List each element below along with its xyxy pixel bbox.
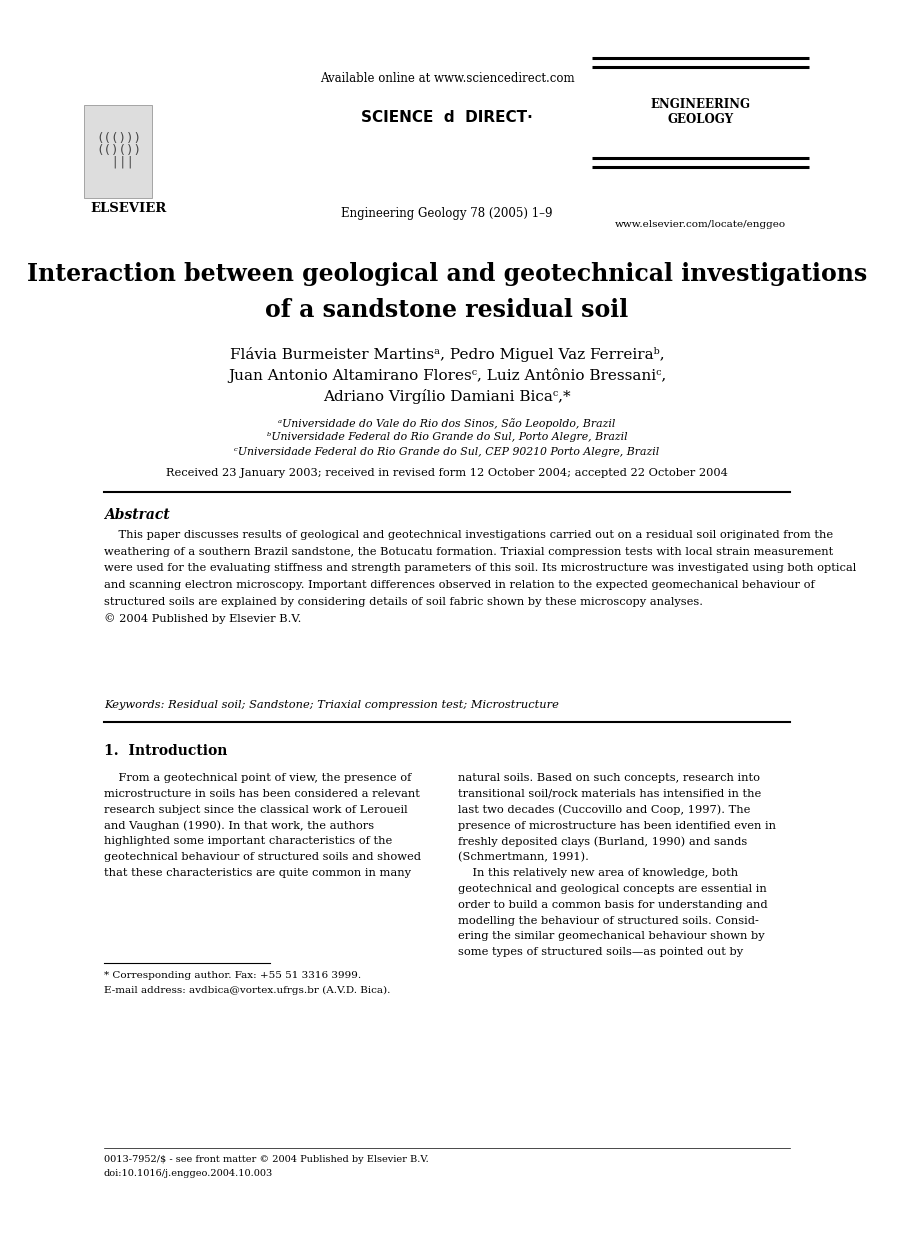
Text: transitional soil/rock materials has intensified in the: transitional soil/rock materials has int…: [458, 789, 762, 799]
Text: geotechnical behaviour of structured soils and showed: geotechnical behaviour of structured soi…: [103, 852, 421, 862]
Text: Engineering Geology 78 (2005) 1–9: Engineering Geology 78 (2005) 1–9: [341, 207, 552, 220]
Text: structured soils are explained by considering details of soil fabric shown by th: structured soils are explained by consid…: [103, 597, 703, 607]
Text: Flávia Burmeister Martinsᵃ, Pedro Miguel Vaz Ferreiraᵇ,: Flávia Burmeister Martinsᵃ, Pedro Miguel…: [229, 347, 664, 361]
Text: (Schmertmann, 1991).: (Schmertmann, 1991).: [458, 852, 590, 863]
Text: some types of structured soils—as pointed out by: some types of structured soils—as pointe…: [458, 947, 744, 957]
Text: From a geotechnical point of view, the presence of: From a geotechnical point of view, the p…: [103, 773, 411, 782]
Text: and Vaughan (1990). In that work, the authors: and Vaughan (1990). In that work, the au…: [103, 821, 374, 831]
Text: ELSEVIER: ELSEVIER: [91, 202, 167, 215]
Text: ENGINEERING: ENGINEERING: [651, 98, 751, 111]
Text: Keywords: Residual soil; Sandstone; Triaxial compression test; Microstructure: Keywords: Residual soil; Sandstone; Tria…: [103, 699, 559, 711]
Text: of a sandstone residual soil: of a sandstone residual soil: [265, 298, 629, 322]
Text: modelling the behaviour of structured soils. Consid-: modelling the behaviour of structured so…: [458, 916, 759, 926]
Text: order to build a common basis for understanding and: order to build a common basis for unders…: [458, 900, 768, 910]
Text: This paper discusses results of geological and geotechnical investigations carri: This paper discusses results of geologic…: [103, 530, 833, 540]
Text: presence of microstructure has been identified even in: presence of microstructure has been iden…: [458, 821, 776, 831]
Text: 0013-7952/$ - see front matter © 2004 Published by Elsevier B.V.: 0013-7952/$ - see front matter © 2004 Pu…: [103, 1155, 428, 1164]
Text: geotechnical and geological concepts are essential in: geotechnical and geological concepts are…: [458, 884, 767, 894]
Text: research subject since the classical work of Leroueil: research subject since the classical wor…: [103, 805, 407, 815]
Text: In this relatively new area of knowledge, both: In this relatively new area of knowledge…: [458, 868, 738, 878]
Text: ((()))
(()())
 |||: ((())) (()()) |||: [96, 131, 141, 168]
Text: Received 23 January 2003; received in revised form 12 October 2004; accepted 22 : Received 23 January 2003; received in re…: [166, 468, 727, 478]
Text: last two decades (Cuccovillo and Coop, 1997). The: last two decades (Cuccovillo and Coop, 1…: [458, 805, 751, 816]
Text: 1.  Introduction: 1. Introduction: [103, 744, 227, 758]
Text: ᶜUniversidade Federal do Rio Grande do Sul, CEP 90210 Porto Alegre, Brazil: ᶜUniversidade Federal do Rio Grande do S…: [234, 447, 659, 457]
Text: were used for the evaluating stiffness and strength parameters of this soil. Its: were used for the evaluating stiffness a…: [103, 563, 856, 573]
Text: Interaction between geological and geotechnical investigations: Interaction between geological and geote…: [27, 262, 867, 286]
Text: highlighted some important characteristics of the: highlighted some important characteristi…: [103, 837, 392, 847]
Text: Abstract: Abstract: [103, 508, 170, 522]
FancyBboxPatch shape: [83, 105, 152, 198]
Text: freshly deposited clays (Burland, 1990) and sands: freshly deposited clays (Burland, 1990) …: [458, 837, 747, 847]
Text: * Corresponding author. Fax: +55 51 3316 3999.: * Corresponding author. Fax: +55 51 3316…: [103, 971, 361, 980]
Text: ᵃUniversidade do Vale do Rio dos Sinos, São Leopoldo, Brazil: ᵃUniversidade do Vale do Rio dos Sinos, …: [278, 418, 616, 428]
Text: E-mail address: avdbica@vortex.ufrgs.br (A.V.D. Bica).: E-mail address: avdbica@vortex.ufrgs.br …: [103, 985, 390, 995]
Text: © 2004 Published by Elsevier B.V.: © 2004 Published by Elsevier B.V.: [103, 614, 301, 624]
Text: www.elsevier.com/locate/enggeo: www.elsevier.com/locate/enggeo: [615, 220, 786, 229]
Text: GEOLOGY: GEOLOGY: [668, 113, 734, 126]
Text: Juan Antonio Altamirano Floresᶜ, Luiz Antônio Bressaniᶜ,: Juan Antonio Altamirano Floresᶜ, Luiz An…: [228, 368, 666, 383]
Text: doi:10.1016/j.enggeo.2004.10.003: doi:10.1016/j.enggeo.2004.10.003: [103, 1169, 273, 1179]
Text: ering the similar geomechanical behaviour shown by: ering the similar geomechanical behaviou…: [458, 931, 765, 941]
Text: natural soils. Based on such concepts, research into: natural soils. Based on such concepts, r…: [458, 773, 760, 782]
Text: that these characteristics are quite common in many: that these characteristics are quite com…: [103, 868, 411, 878]
Text: microstructure in soils has been considered a relevant: microstructure in soils has been conside…: [103, 789, 420, 799]
Text: SCIENCE  d  DIRECT·: SCIENCE d DIRECT·: [361, 110, 532, 125]
Text: Adriano Virgílio Damiani Bicaᶜ,*: Adriano Virgílio Damiani Bicaᶜ,*: [323, 389, 571, 404]
Text: ᵇUniversidade Federal do Rio Grande do Sul, Porto Alegre, Brazil: ᵇUniversidade Federal do Rio Grande do S…: [267, 432, 628, 442]
Text: and scanning electron microscopy. Important differences observed in relation to : and scanning electron microscopy. Import…: [103, 581, 814, 591]
Text: weathering of a southern Brazil sandstone, the Botucatu formation. Triaxial comp: weathering of a southern Brazil sandston…: [103, 547, 833, 557]
Text: Available online at www.sciencedirect.com: Available online at www.sciencedirect.co…: [319, 72, 574, 85]
